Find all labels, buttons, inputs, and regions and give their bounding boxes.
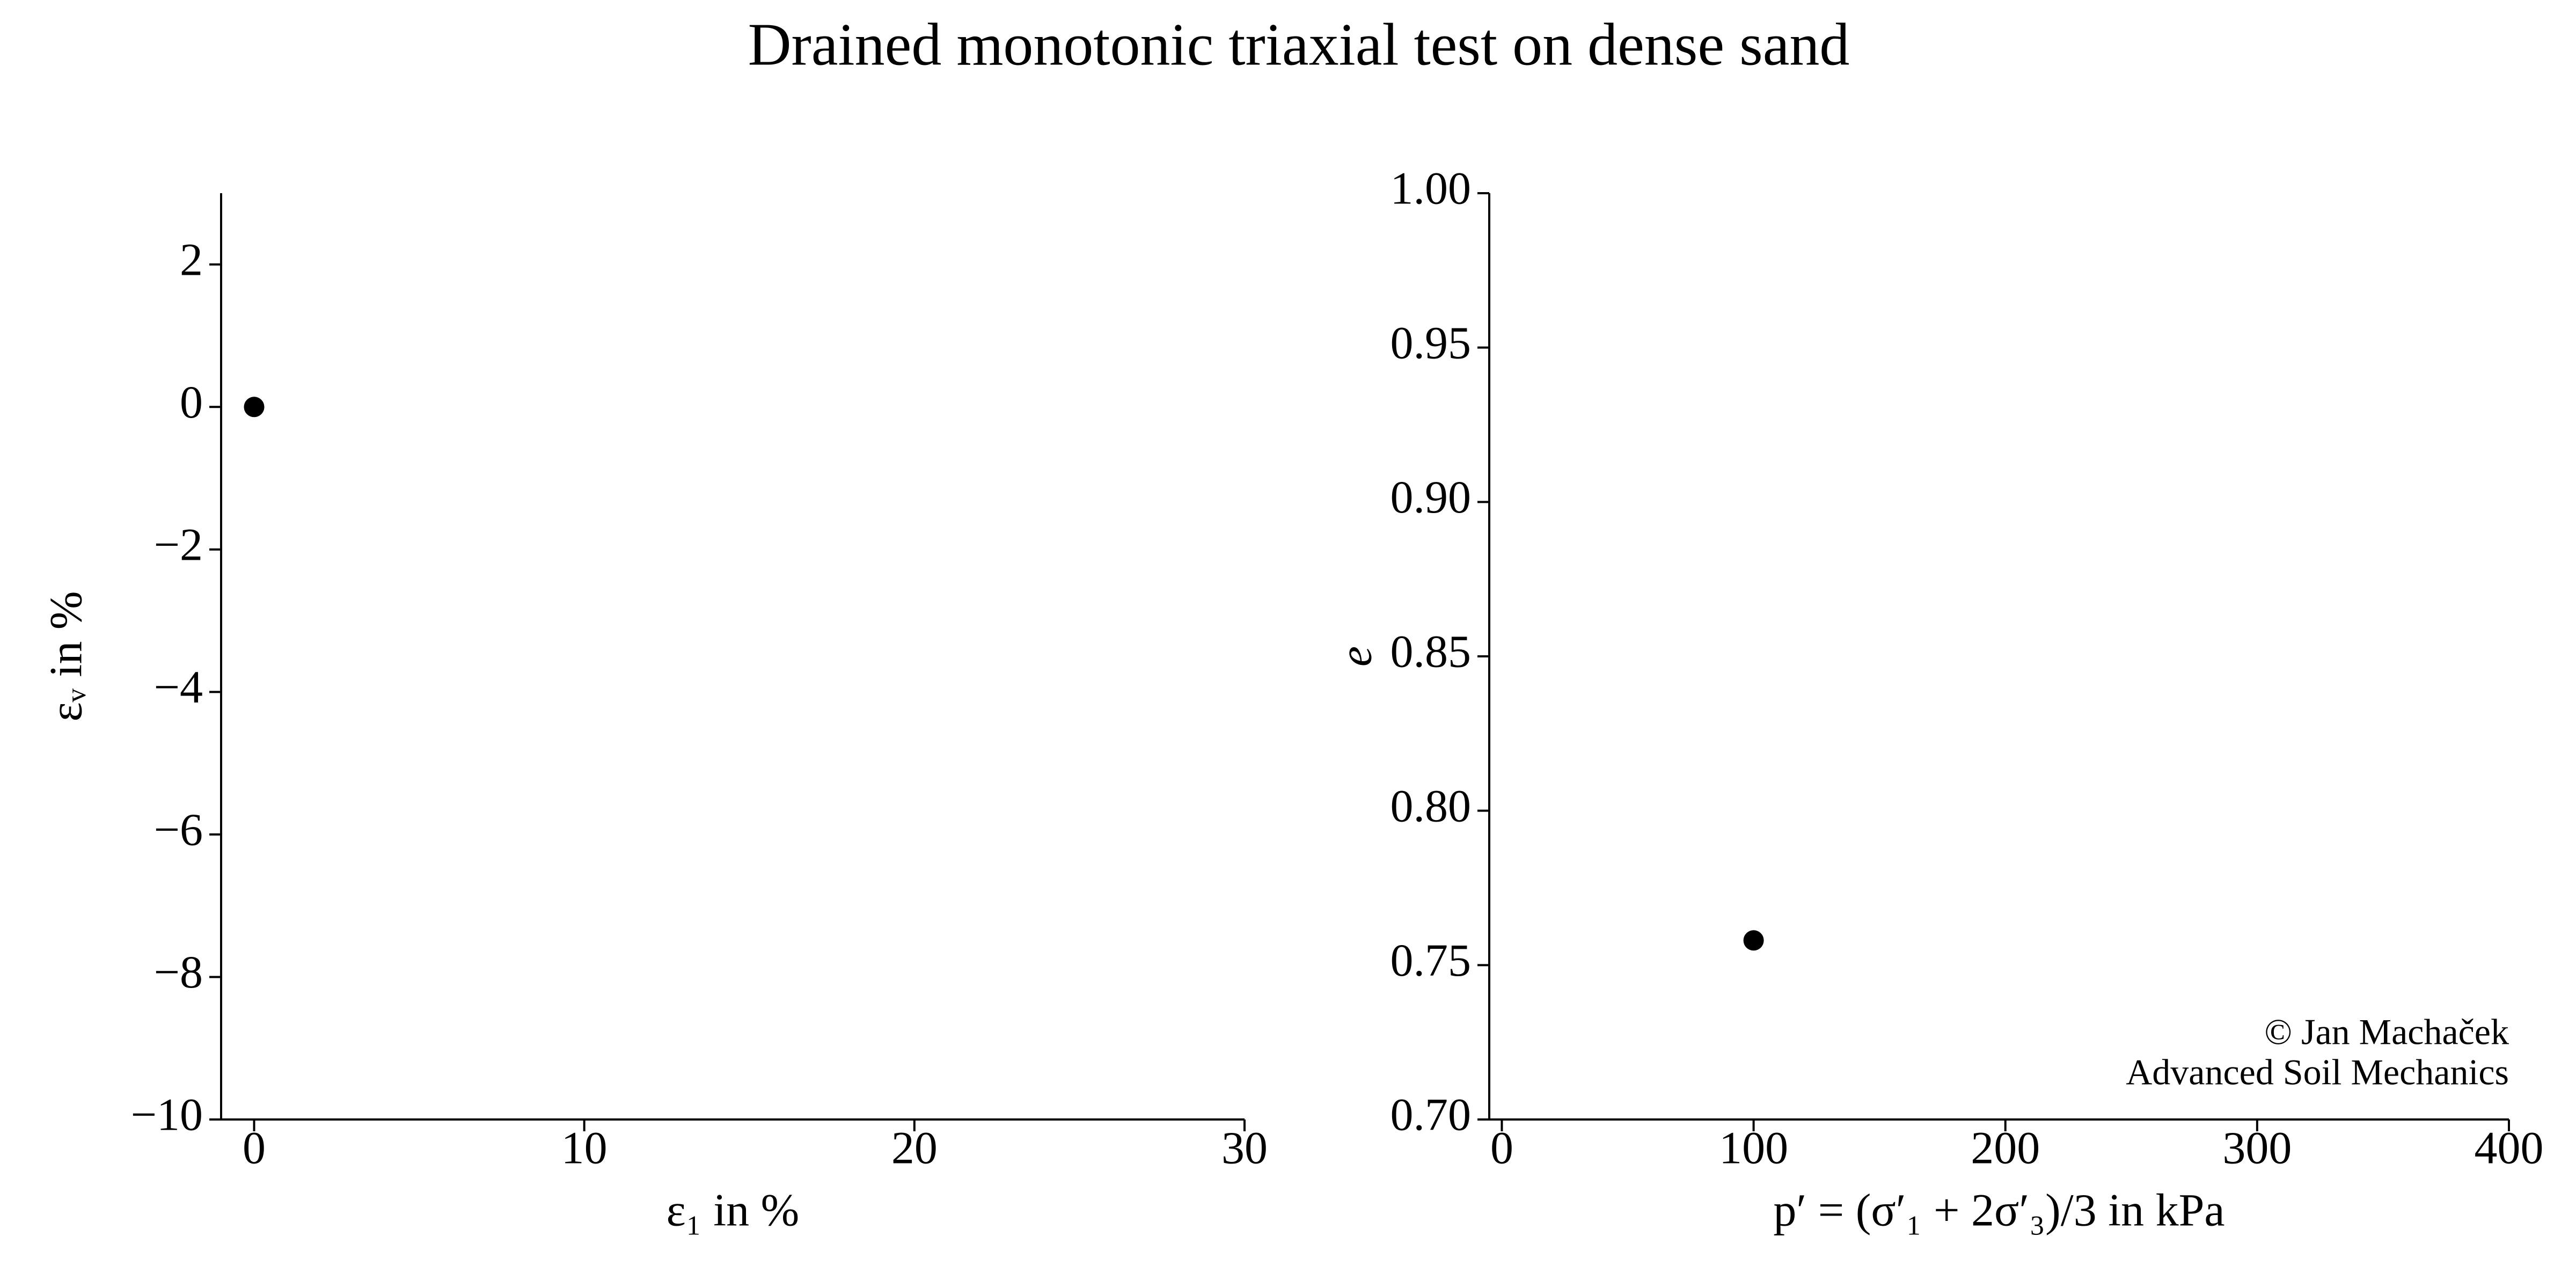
y-tick-label: 2 [180,234,203,286]
data-point [244,397,265,418]
x-tick-label: 20 [891,1122,938,1174]
annotation: © Jan Machaček [2264,1012,2509,1052]
x-tick-label: 0 [243,1122,266,1174]
y-tick-label: 0.80 [1391,780,1472,831]
y-tick-label: 0.70 [1391,1089,1472,1140]
figure-title: Drained monotonic triaxial test on dense… [748,12,1850,78]
x-axis-label: p′ = (σ′₁ + 2σ′₃)/3 in kPa [1773,1184,2224,1236]
x-tick-label: 10 [561,1122,608,1174]
data-point [1743,930,1764,951]
y-tick-label: −10 [130,1089,203,1140]
y-tick-label: 0 [180,376,203,428]
y-tick-label: 1.00 [1391,163,1472,214]
y-tick-label: −6 [153,804,203,855]
y-axis-label: εᵥ in % [40,591,92,722]
x-tick-label: 400 [2475,1122,2544,1174]
y-tick-label: 0.75 [1391,934,1472,986]
y-tick-label: 0.95 [1391,317,1472,368]
x-axis-label: ε₁ in % [667,1184,800,1236]
y-axis-label: e [1330,646,1381,667]
x-tick-label: 0 [1490,1122,1513,1174]
x-tick-label: 100 [1719,1122,1788,1174]
x-tick-label: 300 [2222,1122,2292,1174]
x-tick-label: 30 [1221,1122,1268,1174]
y-tick-label: −8 [153,946,203,998]
y-tick-label: 0.90 [1391,471,1472,523]
annotation: Advanced Soil Mechanics [2126,1052,2509,1093]
y-tick-label: −4 [153,661,203,713]
y-tick-label: −2 [153,519,203,570]
x-tick-label: 200 [1971,1122,2040,1174]
y-tick-label: 0.85 [1391,626,1472,677]
